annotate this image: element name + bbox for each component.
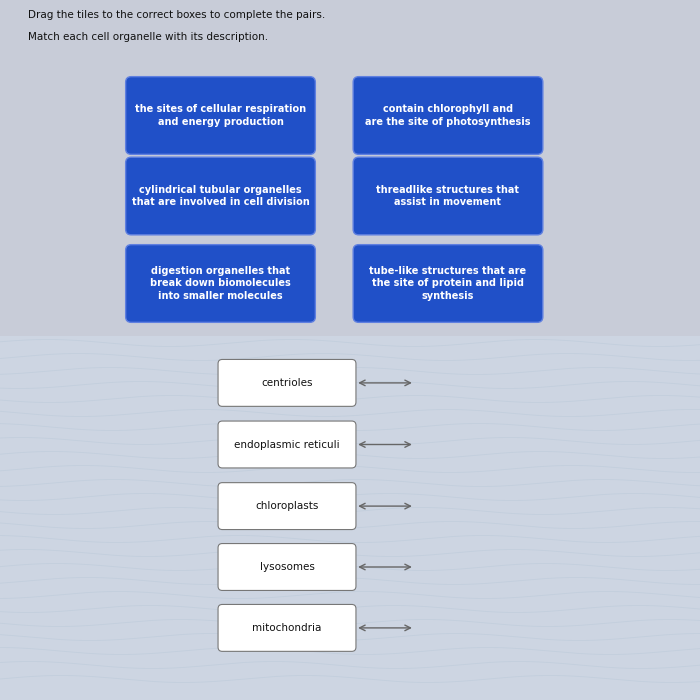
Text: centrioles: centrioles (261, 378, 313, 388)
FancyBboxPatch shape (218, 360, 356, 406)
FancyBboxPatch shape (126, 76, 315, 155)
FancyBboxPatch shape (218, 604, 356, 651)
Text: chloroplasts: chloroplasts (256, 501, 318, 511)
Text: threadlike structures that
assist in movement: threadlike structures that assist in mov… (377, 185, 519, 207)
Text: Match each cell organelle with its description.: Match each cell organelle with its descr… (28, 32, 268, 41)
Text: endoplasmic reticuli: endoplasmic reticuli (234, 440, 340, 449)
FancyBboxPatch shape (353, 245, 543, 322)
FancyBboxPatch shape (0, 336, 700, 700)
Text: Drag the tiles to the correct boxes to complete the pairs.: Drag the tiles to the correct boxes to c… (28, 10, 326, 20)
Text: the sites of cellular respiration
and energy production: the sites of cellular respiration and en… (135, 104, 306, 127)
Text: cylindrical tubular organelles
that are involved in cell division: cylindrical tubular organelles that are … (132, 185, 309, 207)
Text: digestion organelles that
break down biomolecules
into smaller molecules: digestion organelles that break down bio… (150, 266, 291, 301)
Text: contain chlorophyll and
are the site of photosynthesis: contain chlorophyll and are the site of … (365, 104, 531, 127)
Text: tube-like structures that are
the site of protein and lipid
synthesis: tube-like structures that are the site o… (370, 266, 526, 301)
FancyBboxPatch shape (353, 157, 543, 235)
FancyBboxPatch shape (126, 157, 315, 235)
FancyBboxPatch shape (126, 245, 315, 322)
FancyBboxPatch shape (218, 543, 356, 591)
FancyBboxPatch shape (218, 421, 356, 468)
FancyBboxPatch shape (353, 76, 543, 155)
Text: mitochondria: mitochondria (252, 623, 322, 633)
FancyBboxPatch shape (218, 483, 356, 529)
Text: lysosomes: lysosomes (260, 562, 314, 572)
